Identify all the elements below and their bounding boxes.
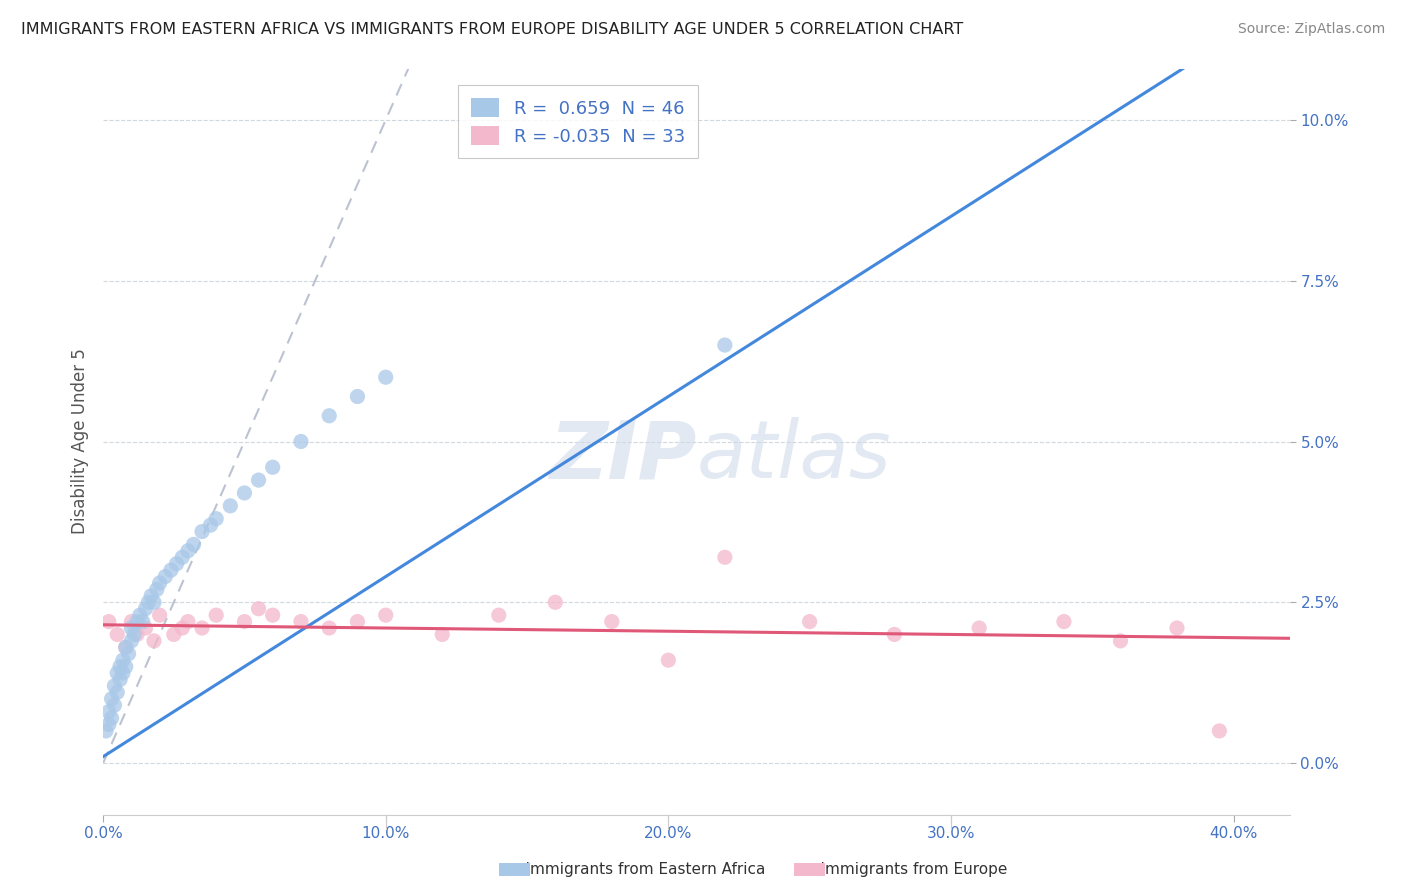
Point <box>105 685 128 699</box>
Point <box>177 615 200 629</box>
Point <box>290 615 312 629</box>
Text: atlas: atlas <box>696 417 891 495</box>
Text: IMMIGRANTS FROM EASTERN AFRICA VS IMMIGRANTS FROM EUROPE DISABILITY AGE UNDER 5 : IMMIGRANTS FROM EASTERN AFRICA VS IMMIGR… <box>21 22 963 37</box>
Point <box>205 608 228 623</box>
Point <box>262 460 284 475</box>
Point <box>141 589 163 603</box>
Point <box>134 621 156 635</box>
Point <box>94 723 117 738</box>
Point <box>149 576 172 591</box>
Point <box>488 608 510 623</box>
Point <box>318 409 340 423</box>
Point <box>799 615 821 629</box>
Point <box>108 673 131 687</box>
Legend: R =  0.659  N = 46, R = -0.035  N = 33: R = 0.659 N = 46, R = -0.035 N = 33 <box>458 85 697 158</box>
Point <box>432 627 454 641</box>
Point <box>346 615 368 629</box>
Point <box>219 499 242 513</box>
Point <box>1053 615 1076 629</box>
Point <box>600 615 623 629</box>
Point <box>114 640 136 655</box>
Point <box>191 621 214 635</box>
Point <box>374 370 396 384</box>
Point <box>149 608 172 623</box>
Point <box>146 582 169 597</box>
Point <box>172 621 194 635</box>
Point <box>111 653 134 667</box>
Point <box>883 627 905 641</box>
Point <box>544 595 567 609</box>
Point <box>172 550 194 565</box>
Point <box>183 537 205 551</box>
Point <box>1166 621 1188 635</box>
Point <box>128 608 150 623</box>
Y-axis label: Disability Age Under 5: Disability Age Under 5 <box>72 349 89 534</box>
Point <box>105 666 128 681</box>
Point <box>290 434 312 449</box>
Point <box>100 711 122 725</box>
Point <box>967 621 990 635</box>
Point <box>97 705 120 719</box>
Point <box>714 338 737 352</box>
Point <box>100 691 122 706</box>
Point <box>138 595 160 609</box>
Point <box>105 627 128 641</box>
Point <box>120 633 142 648</box>
Point <box>108 659 131 673</box>
Point <box>1109 633 1132 648</box>
Point <box>125 627 148 641</box>
Point <box>714 550 737 565</box>
Point <box>97 615 120 629</box>
Point <box>131 615 153 629</box>
Point <box>143 633 166 648</box>
Point <box>233 486 256 500</box>
Point <box>191 524 214 539</box>
Point <box>177 544 200 558</box>
Point <box>103 679 125 693</box>
Point <box>657 653 679 667</box>
Point <box>111 666 134 681</box>
Point <box>134 601 156 615</box>
Point <box>114 659 136 673</box>
Point <box>247 601 270 615</box>
Point <box>247 473 270 487</box>
Text: Immigrants from Europe: Immigrants from Europe <box>801 863 1008 877</box>
Point <box>103 698 125 713</box>
Point <box>97 717 120 731</box>
Point <box>205 511 228 525</box>
Point <box>160 563 183 577</box>
Point <box>346 390 368 404</box>
Point <box>1208 723 1230 738</box>
Point <box>120 615 142 629</box>
Point <box>120 621 142 635</box>
Text: Immigrants from Eastern Africa: Immigrants from Eastern Africa <box>506 863 765 877</box>
Point <box>125 615 148 629</box>
Point <box>117 647 139 661</box>
Point <box>163 627 186 641</box>
Text: ZIP: ZIP <box>550 417 696 495</box>
Text: Source: ZipAtlas.com: Source: ZipAtlas.com <box>1237 22 1385 37</box>
Point <box>155 569 177 583</box>
Point <box>200 518 222 533</box>
Point <box>166 557 188 571</box>
Point <box>262 608 284 623</box>
Point <box>122 627 145 641</box>
Point <box>114 640 136 655</box>
Point <box>374 608 396 623</box>
Point <box>318 621 340 635</box>
Point <box>143 595 166 609</box>
Point <box>233 615 256 629</box>
